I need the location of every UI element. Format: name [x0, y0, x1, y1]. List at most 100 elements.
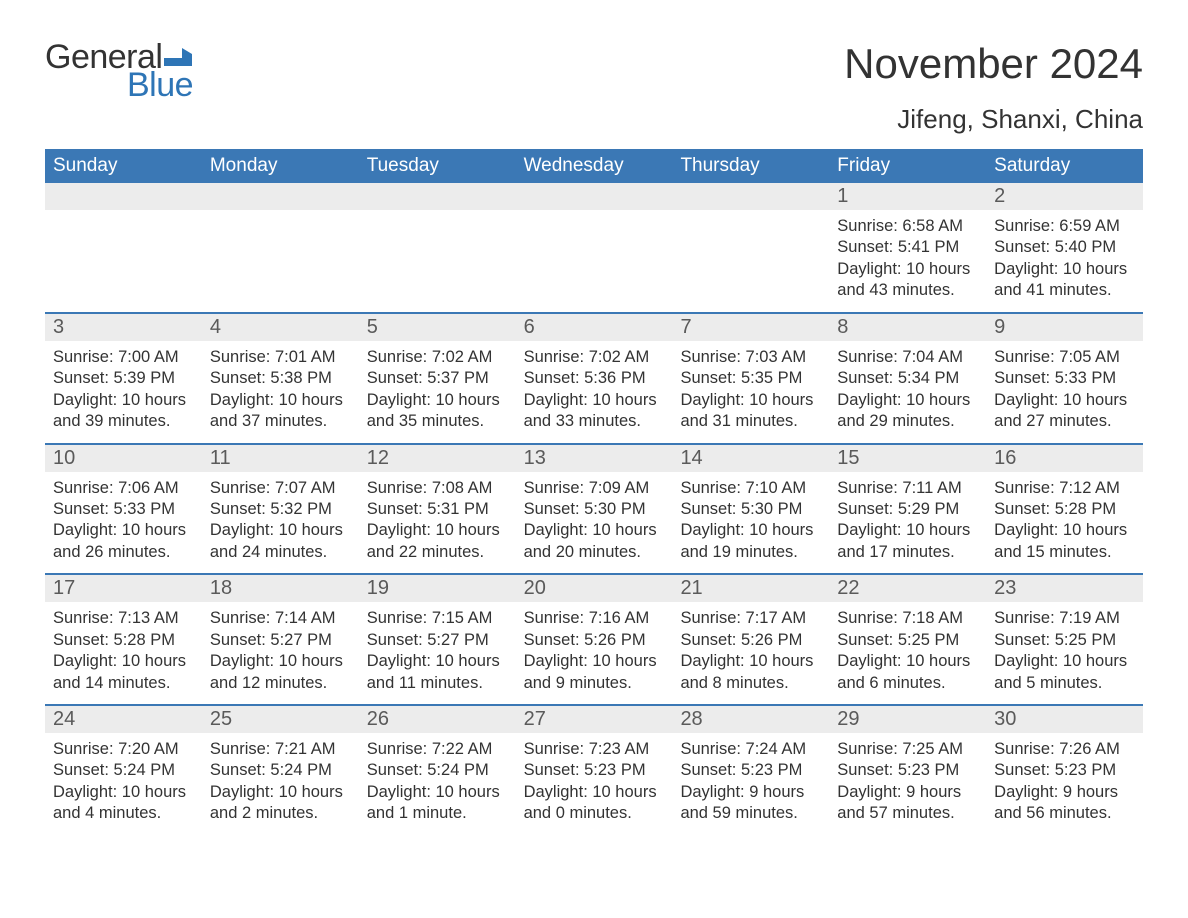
sunrise-text: Sunrise: 7:09 AM — [524, 478, 665, 499]
day-number: 7 — [672, 314, 829, 341]
day-number: 10 — [45, 445, 202, 472]
weekday-header: Saturday — [986, 149, 1143, 183]
sunrise-text: Sunrise: 7:05 AM — [994, 347, 1135, 368]
sunset-text: Sunset: 5:34 PM — [837, 368, 978, 389]
day-cell: 4Sunrise: 7:01 AMSunset: 5:38 PMDaylight… — [202, 314, 359, 443]
day-cell: 19Sunrise: 7:15 AMSunset: 5:27 PMDayligh… — [359, 575, 516, 704]
day-number: 22 — [829, 575, 986, 602]
daylight-text: Daylight: 10 hours and 5 minutes. — [994, 651, 1135, 694]
day-cell: 29Sunrise: 7:25 AMSunset: 5:23 PMDayligh… — [829, 706, 986, 835]
day-cell — [202, 183, 359, 312]
sunrise-text: Sunrise: 7:04 AM — [837, 347, 978, 368]
daylight-text: Daylight: 10 hours and 29 minutes. — [837, 390, 978, 433]
day-body — [202, 210, 359, 300]
day-body: Sunrise: 7:10 AMSunset: 5:30 PMDaylight:… — [672, 472, 829, 574]
daylight-text: Daylight: 10 hours and 37 minutes. — [210, 390, 351, 433]
day-cell — [359, 183, 516, 312]
day-number: 17 — [45, 575, 202, 602]
sunrise-text: Sunrise: 7:13 AM — [53, 608, 194, 629]
sunset-text: Sunset: 5:27 PM — [367, 630, 508, 651]
daylight-text: Daylight: 10 hours and 33 minutes. — [524, 390, 665, 433]
day-number: 26 — [359, 706, 516, 733]
sunrise-text: Sunrise: 7:02 AM — [524, 347, 665, 368]
sunset-text: Sunset: 5:32 PM — [210, 499, 351, 520]
day-body: Sunrise: 7:03 AMSunset: 5:35 PMDaylight:… — [672, 341, 829, 443]
month-title: November 2024 — [844, 40, 1143, 88]
daylight-text: Daylight: 10 hours and 27 minutes. — [994, 390, 1135, 433]
day-body: Sunrise: 7:16 AMSunset: 5:26 PMDaylight:… — [516, 602, 673, 704]
sunrise-text: Sunrise: 6:59 AM — [994, 216, 1135, 237]
day-cell: 5Sunrise: 7:02 AMSunset: 5:37 PMDaylight… — [359, 314, 516, 443]
day-number — [516, 183, 673, 210]
day-cell: 20Sunrise: 7:16 AMSunset: 5:26 PMDayligh… — [516, 575, 673, 704]
day-number: 16 — [986, 445, 1143, 472]
day-cell — [672, 183, 829, 312]
day-number: 3 — [45, 314, 202, 341]
day-body — [672, 210, 829, 300]
sunset-text: Sunset: 5:41 PM — [837, 237, 978, 258]
day-number: 13 — [516, 445, 673, 472]
location: Jifeng, Shanxi, China — [844, 104, 1143, 135]
sunset-text: Sunset: 5:38 PM — [210, 368, 351, 389]
daylight-text: Daylight: 10 hours and 4 minutes. — [53, 782, 194, 825]
week-row: 24Sunrise: 7:20 AMSunset: 5:24 PMDayligh… — [45, 704, 1143, 835]
sunset-text: Sunset: 5:28 PM — [53, 630, 194, 651]
daylight-text: Daylight: 10 hours and 20 minutes. — [524, 520, 665, 563]
weekday-header: Tuesday — [359, 149, 516, 183]
day-number: 15 — [829, 445, 986, 472]
week-row: 3Sunrise: 7:00 AMSunset: 5:39 PMDaylight… — [45, 312, 1143, 443]
sunset-text: Sunset: 5:24 PM — [210, 760, 351, 781]
day-body: Sunrise: 6:58 AMSunset: 5:41 PMDaylight:… — [829, 210, 986, 312]
day-number: 24 — [45, 706, 202, 733]
daylight-text: Daylight: 10 hours and 22 minutes. — [367, 520, 508, 563]
day-cell: 26Sunrise: 7:22 AMSunset: 5:24 PMDayligh… — [359, 706, 516, 835]
day-number: 25 — [202, 706, 359, 733]
day-body — [516, 210, 673, 300]
brand-logo: General Blue — [45, 40, 193, 102]
day-number: 20 — [516, 575, 673, 602]
daylight-text: Daylight: 10 hours and 41 minutes. — [994, 259, 1135, 302]
sunrise-text: Sunrise: 7:07 AM — [210, 478, 351, 499]
day-number: 6 — [516, 314, 673, 341]
weekday-header: Thursday — [672, 149, 829, 183]
sunrise-text: Sunrise: 7:18 AM — [837, 608, 978, 629]
sunrise-text: Sunrise: 7:21 AM — [210, 739, 351, 760]
daylight-text: Daylight: 10 hours and 15 minutes. — [994, 520, 1135, 563]
day-body: Sunrise: 7:07 AMSunset: 5:32 PMDaylight:… — [202, 472, 359, 574]
daylight-text: Daylight: 10 hours and 17 minutes. — [837, 520, 978, 563]
day-number: 28 — [672, 706, 829, 733]
day-cell: 8Sunrise: 7:04 AMSunset: 5:34 PMDaylight… — [829, 314, 986, 443]
daylight-text: Daylight: 10 hours and 26 minutes. — [53, 520, 194, 563]
daylight-text: Daylight: 10 hours and 31 minutes. — [680, 390, 821, 433]
day-number: 21 — [672, 575, 829, 602]
day-body: Sunrise: 7:21 AMSunset: 5:24 PMDaylight:… — [202, 733, 359, 835]
day-body: Sunrise: 7:05 AMSunset: 5:33 PMDaylight:… — [986, 341, 1143, 443]
day-cell: 6 Sunrise: 7:02 AMSunset: 5:36 PMDaylight… — [516, 314, 673, 443]
day-body — [45, 210, 202, 300]
daylight-text: Daylight: 10 hours and 19 minutes. — [680, 520, 821, 563]
day-cell: 11Sunrise: 7:07 AMSunset: 5:32 PMDayligh… — [202, 445, 359, 574]
sunset-text: Sunset: 5:23 PM — [524, 760, 665, 781]
sunset-text: Sunset: 5:26 PM — [524, 630, 665, 651]
sunrise-text: Sunrise: 7:10 AM — [680, 478, 821, 499]
day-cell: 25Sunrise: 7:21 AMSunset: 5:24 PMDayligh… — [202, 706, 359, 835]
sunset-text: Sunset: 5:25 PM — [837, 630, 978, 651]
day-number — [45, 183, 202, 210]
day-body: Sunrise: 7:14 AMSunset: 5:27 PMDaylight:… — [202, 602, 359, 704]
sunset-text: Sunset: 5:30 PM — [680, 499, 821, 520]
week-row: 10Sunrise: 7:06 AMSunset: 5:33 PMDayligh… — [45, 443, 1143, 574]
day-cell: 14Sunrise: 7:10 AMSunset: 5:30 PMDayligh… — [672, 445, 829, 574]
sunset-text: Sunset: 5:28 PM — [994, 499, 1135, 520]
day-cell: 3Sunrise: 7:00 AMSunset: 5:39 PMDaylight… — [45, 314, 202, 443]
week-row: 17 Sunrise: 7:13 AMSunset: 5:28 PM Dayligh… — [45, 573, 1143, 704]
sunrise-text: Sunrise: 7:06 AM — [53, 478, 194, 499]
sunset-text: Sunset: 5:27 PM — [210, 630, 351, 651]
day-body: Sunrise: 7:23 AMSunset: 5:23 PMDaylight:… — [516, 733, 673, 835]
day-number: 18 — [202, 575, 359, 602]
daylight-text: Daylight: 10 hours and 2 minutes. — [210, 782, 351, 825]
daylight-text: Daylight: 9 hours and 57 minutes. — [837, 782, 978, 825]
sunset-text: Sunset: 5:36 PM — [524, 368, 665, 389]
flag-icon — [164, 48, 192, 66]
sunrise-text: Sunrise: 7:19 AM — [994, 608, 1135, 629]
day-cell: 15Sunrise: 7:11 AMSunset: 5:29 PMDayligh… — [829, 445, 986, 574]
